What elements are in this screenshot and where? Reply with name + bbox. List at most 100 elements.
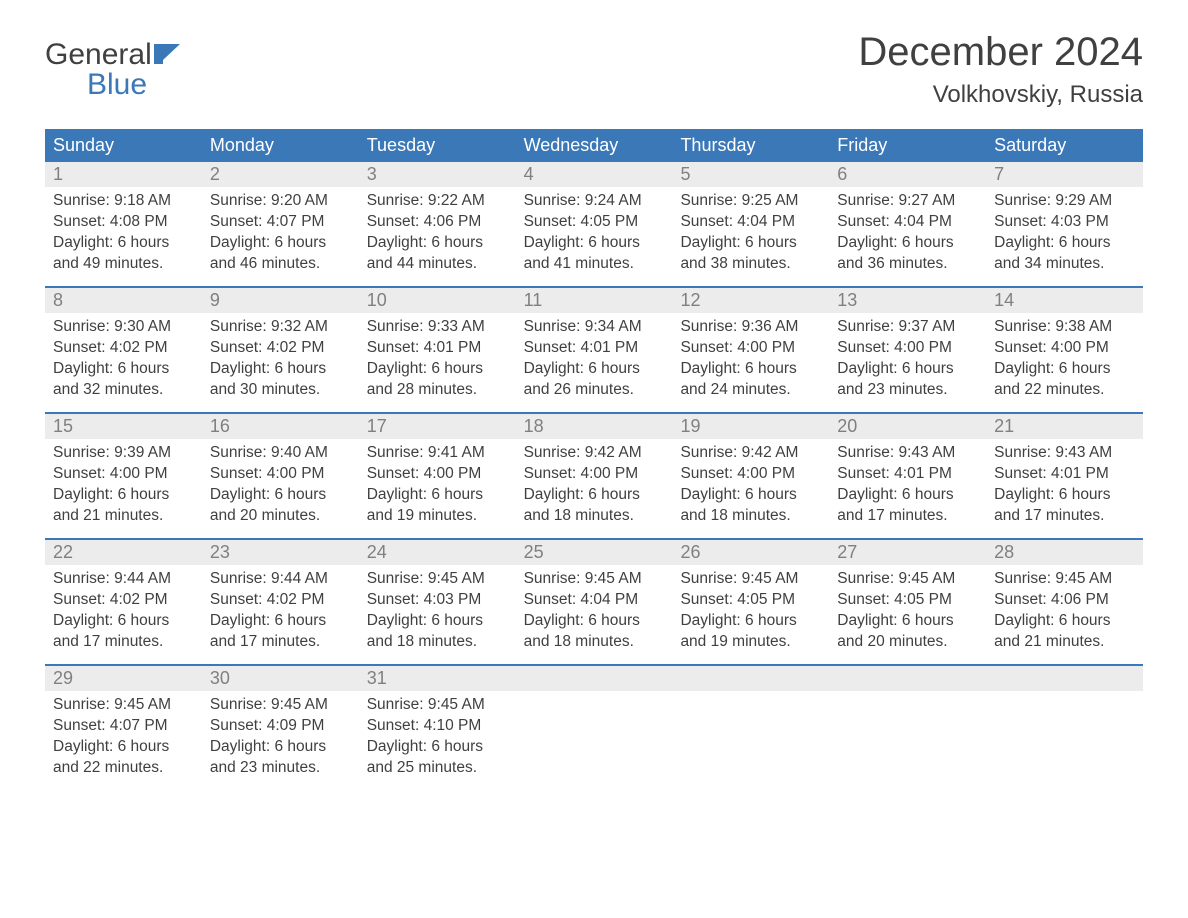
sunset-text: Sunset: 4:06 PM: [367, 212, 508, 233]
month-title: December 2024: [858, 30, 1143, 75]
day-cell: 5Sunrise: 9:25 AMSunset: 4:04 PMDaylight…: [672, 162, 829, 286]
weekday-header: Wednesday: [516, 129, 673, 162]
sunrise-text: Sunrise: 9:30 AM: [53, 317, 194, 338]
sunrise-text: Sunrise: 9:40 AM: [210, 443, 351, 464]
sunset-text: Sunset: 4:01 PM: [367, 338, 508, 359]
daylight-text: and 36 minutes.: [837, 254, 978, 275]
sunset-text: Sunset: 4:07 PM: [210, 212, 351, 233]
day-cell: 28Sunrise: 9:45 AMSunset: 4:06 PMDayligh…: [986, 540, 1143, 664]
logo-line1: General: [45, 40, 182, 70]
day-cell: 12Sunrise: 9:36 AMSunset: 4:00 PMDayligh…: [672, 288, 829, 412]
day-content: Sunrise: 9:43 AMSunset: 4:01 PMDaylight:…: [829, 439, 986, 527]
day-cell: 3Sunrise: 9:22 AMSunset: 4:06 PMDaylight…: [359, 162, 516, 286]
day-cell: [829, 666, 986, 790]
day-number: 4: [516, 162, 673, 187]
day-content: Sunrise: 9:29 AMSunset: 4:03 PMDaylight:…: [986, 187, 1143, 275]
daylight-text: and 25 minutes.: [367, 758, 508, 779]
daylight-text: and 17 minutes.: [994, 506, 1135, 527]
day-number: 20: [829, 414, 986, 439]
day-content: Sunrise: 9:45 AMSunset: 4:09 PMDaylight:…: [202, 691, 359, 779]
day-cell: 21Sunrise: 9:43 AMSunset: 4:01 PMDayligh…: [986, 414, 1143, 538]
day-cell: 14Sunrise: 9:38 AMSunset: 4:00 PMDayligh…: [986, 288, 1143, 412]
day-number: 1: [45, 162, 202, 187]
sunset-text: Sunset: 4:07 PM: [53, 716, 194, 737]
day-cell: 22Sunrise: 9:44 AMSunset: 4:02 PMDayligh…: [45, 540, 202, 664]
sunrise-text: Sunrise: 9:34 AM: [524, 317, 665, 338]
daylight-text: Daylight: 6 hours: [210, 485, 351, 506]
day-cell: 31Sunrise: 9:45 AMSunset: 4:10 PMDayligh…: [359, 666, 516, 790]
day-cell: 10Sunrise: 9:33 AMSunset: 4:01 PMDayligh…: [359, 288, 516, 412]
daylight-text: Daylight: 6 hours: [53, 737, 194, 758]
day-content: Sunrise: 9:22 AMSunset: 4:06 PMDaylight:…: [359, 187, 516, 275]
day-number: 14: [986, 288, 1143, 313]
day-cell: [516, 666, 673, 790]
daylight-text: and 28 minutes.: [367, 380, 508, 401]
day-cell: 13Sunrise: 9:37 AMSunset: 4:00 PMDayligh…: [829, 288, 986, 412]
day-content: Sunrise: 9:45 AMSunset: 4:10 PMDaylight:…: [359, 691, 516, 779]
sunset-text: Sunset: 4:03 PM: [994, 212, 1135, 233]
sunrise-text: Sunrise: 9:45 AM: [367, 569, 508, 590]
daylight-text: and 18 minutes.: [680, 506, 821, 527]
daylight-text: and 19 minutes.: [680, 632, 821, 653]
day-cell: [672, 666, 829, 790]
daylight-text: Daylight: 6 hours: [524, 359, 665, 380]
day-cell: 6Sunrise: 9:27 AMSunset: 4:04 PMDaylight…: [829, 162, 986, 286]
sunrise-text: Sunrise: 9:45 AM: [210, 695, 351, 716]
day-content: Sunrise: 9:32 AMSunset: 4:02 PMDaylight:…: [202, 313, 359, 401]
day-number: 6: [829, 162, 986, 187]
sunset-text: Sunset: 4:01 PM: [837, 464, 978, 485]
sunrise-text: Sunrise: 9:44 AM: [210, 569, 351, 590]
daylight-text: Daylight: 6 hours: [210, 737, 351, 758]
day-cell: 15Sunrise: 9:39 AMSunset: 4:00 PMDayligh…: [45, 414, 202, 538]
day-cell: 19Sunrise: 9:42 AMSunset: 4:00 PMDayligh…: [672, 414, 829, 538]
daylight-text: and 19 minutes.: [367, 506, 508, 527]
logo: General Blue: [45, 30, 182, 100]
daylight-text: Daylight: 6 hours: [53, 611, 194, 632]
day-cell: [986, 666, 1143, 790]
day-cell: 11Sunrise: 9:34 AMSunset: 4:01 PMDayligh…: [516, 288, 673, 412]
day-content: Sunrise: 9:42 AMSunset: 4:00 PMDaylight:…: [672, 439, 829, 527]
daylight-text: and 18 minutes.: [524, 506, 665, 527]
sunrise-text: Sunrise: 9:39 AM: [53, 443, 194, 464]
day-cell: 8Sunrise: 9:30 AMSunset: 4:02 PMDaylight…: [45, 288, 202, 412]
daylight-text: Daylight: 6 hours: [994, 233, 1135, 254]
sunrise-text: Sunrise: 9:18 AM: [53, 191, 194, 212]
daylight-text: Daylight: 6 hours: [994, 485, 1135, 506]
day-number: 24: [359, 540, 516, 565]
logo-text-blue: Blue: [45, 70, 182, 100]
daylight-text: Daylight: 6 hours: [210, 611, 351, 632]
day-number: 31: [359, 666, 516, 691]
sunrise-text: Sunrise: 9:37 AM: [837, 317, 978, 338]
day-number: 29: [45, 666, 202, 691]
weeks-container: 1Sunrise: 9:18 AMSunset: 4:08 PMDaylight…: [45, 162, 1143, 790]
daylight-text: and 21 minutes.: [53, 506, 194, 527]
sunrise-text: Sunrise: 9:27 AM: [837, 191, 978, 212]
sunset-text: Sunset: 4:05 PM: [524, 212, 665, 233]
daylight-text: Daylight: 6 hours: [837, 233, 978, 254]
day-number: 16: [202, 414, 359, 439]
day-content: Sunrise: 9:45 AMSunset: 4:04 PMDaylight:…: [516, 565, 673, 653]
day-number: 26: [672, 540, 829, 565]
logo-flag-icon: [154, 40, 182, 70]
daylight-text: Daylight: 6 hours: [53, 233, 194, 254]
week-row: 1Sunrise: 9:18 AMSunset: 4:08 PMDaylight…: [45, 162, 1143, 286]
sunrise-text: Sunrise: 9:29 AM: [994, 191, 1135, 212]
day-cell: 4Sunrise: 9:24 AMSunset: 4:05 PMDaylight…: [516, 162, 673, 286]
sunrise-text: Sunrise: 9:45 AM: [680, 569, 821, 590]
daylight-text: Daylight: 6 hours: [680, 611, 821, 632]
day-number: 23: [202, 540, 359, 565]
sunset-text: Sunset: 4:00 PM: [524, 464, 665, 485]
daylight-text: and 38 minutes.: [680, 254, 821, 275]
sunset-text: Sunset: 4:06 PM: [994, 590, 1135, 611]
day-number: 18: [516, 414, 673, 439]
sunrise-text: Sunrise: 9:42 AM: [680, 443, 821, 464]
sunrise-text: Sunrise: 9:32 AM: [210, 317, 351, 338]
day-number: 12: [672, 288, 829, 313]
day-content: Sunrise: 9:45 AMSunset: 4:05 PMDaylight:…: [829, 565, 986, 653]
day-number-empty: [986, 666, 1143, 691]
day-number: 2: [202, 162, 359, 187]
sunset-text: Sunset: 4:02 PM: [210, 590, 351, 611]
day-cell: 24Sunrise: 9:45 AMSunset: 4:03 PMDayligh…: [359, 540, 516, 664]
day-number: 13: [829, 288, 986, 313]
page-header: General Blue December 2024 Volkhovskiy, …: [45, 30, 1143, 109]
